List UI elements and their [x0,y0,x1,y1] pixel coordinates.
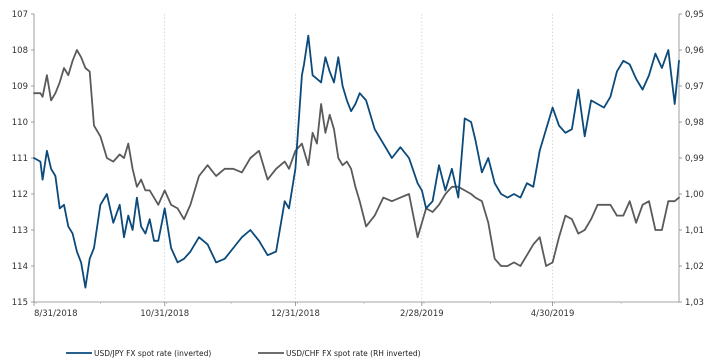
right-y-axis: 0,95 0,96 0,97 0,98 0,99 1,00 1,01 1,02 1,03 [678,10,704,308]
legend: USD/JPY FX spot rate (inverted) USD/CHF … [66,349,421,358]
svg-text:0,98: 0,98 [685,118,704,128]
right-tick-label: 0,96 [685,46,704,56]
right-tick-label: 0,99 [685,154,704,164]
svg-text:8/31/2018: 8/31/2018 [34,309,78,319]
svg-text:1,03: 1,03 [685,298,704,308]
left-y-axis: 107 108 109 110 111 112 113 114 115 [12,10,35,308]
left-tick-label: 113 [12,226,28,236]
left-tick-label: 107 [12,10,28,20]
svg-text:10/31/2018: 10/31/2018 [140,309,189,319]
left-tick-label: 112 [12,190,28,200]
svg-text:0,95: 0,95 [685,10,704,20]
left-tick-label: 115 [12,298,28,308]
x-axis: 8/31/2018 10/31/2018 12/31/2018 2/28/2019 4/… [33,301,679,319]
right-tick-label: 0,95 [685,10,704,20]
svg-text:4/30/2019: 4/30/2019 [531,309,575,319]
svg-text:2/28/2019: 2/28/2019 [400,309,444,319]
series-layer [33,34,680,289]
svg-text:1,02: 1,02 [685,262,704,272]
legend-label-usdjpy: USD/JPY FX spot rate (inverted) [94,349,211,358]
svg-text:1,00: 1,00 [685,190,704,200]
svg-text:0,99: 0,99 [685,154,704,164]
svg-text:107: 107 [12,10,28,20]
right-tick-label: 1,02 [685,262,704,272]
x-tick-label: 4/30/2019 [531,309,575,319]
svg-text:111: 111 [12,154,28,164]
svg-text:110: 110 [12,118,28,128]
svg-text:115: 115 [12,298,28,308]
right-tick-label: 1,03 [685,298,704,308]
svg-text:12/31/2018: 12/31/2018 [271,309,320,319]
x-tick-label: 10/31/2018 [140,309,189,319]
x-tick-label: 12/31/2018 [271,309,320,319]
x-tick-label: 8/31/2018 [34,309,78,319]
left-tick-label: 109 [12,82,28,92]
left-tick-label: 110 [12,118,28,128]
svg-text:112: 112 [12,190,28,200]
right-tick-label: 1,01 [685,226,704,236]
series-line-usdchf [33,49,680,267]
svg-text:109: 109 [12,82,28,92]
svg-text:0,96: 0,96 [685,46,704,56]
right-tick-label: 1,00 [685,190,704,200]
right-tick-label: 0,98 [685,118,704,128]
x-tick-label: 2/28/2019 [400,309,444,319]
left-tick-label: 114 [12,262,28,272]
svg-text:1,01: 1,01 [685,226,704,236]
svg-text:114: 114 [12,262,28,272]
left-tick-label: 108 [12,46,28,56]
series-line-usdjpy [33,34,680,289]
svg-text:113: 113 [12,226,28,236]
left-tick-label: 111 [12,154,28,164]
svg-text:108: 108 [12,46,28,56]
legend-label-usdchf: USD/CHF FX spot rate (RH inverted) [286,349,421,358]
svg-text:0,97: 0,97 [685,82,704,92]
right-tick-label: 0,97 [685,82,704,92]
